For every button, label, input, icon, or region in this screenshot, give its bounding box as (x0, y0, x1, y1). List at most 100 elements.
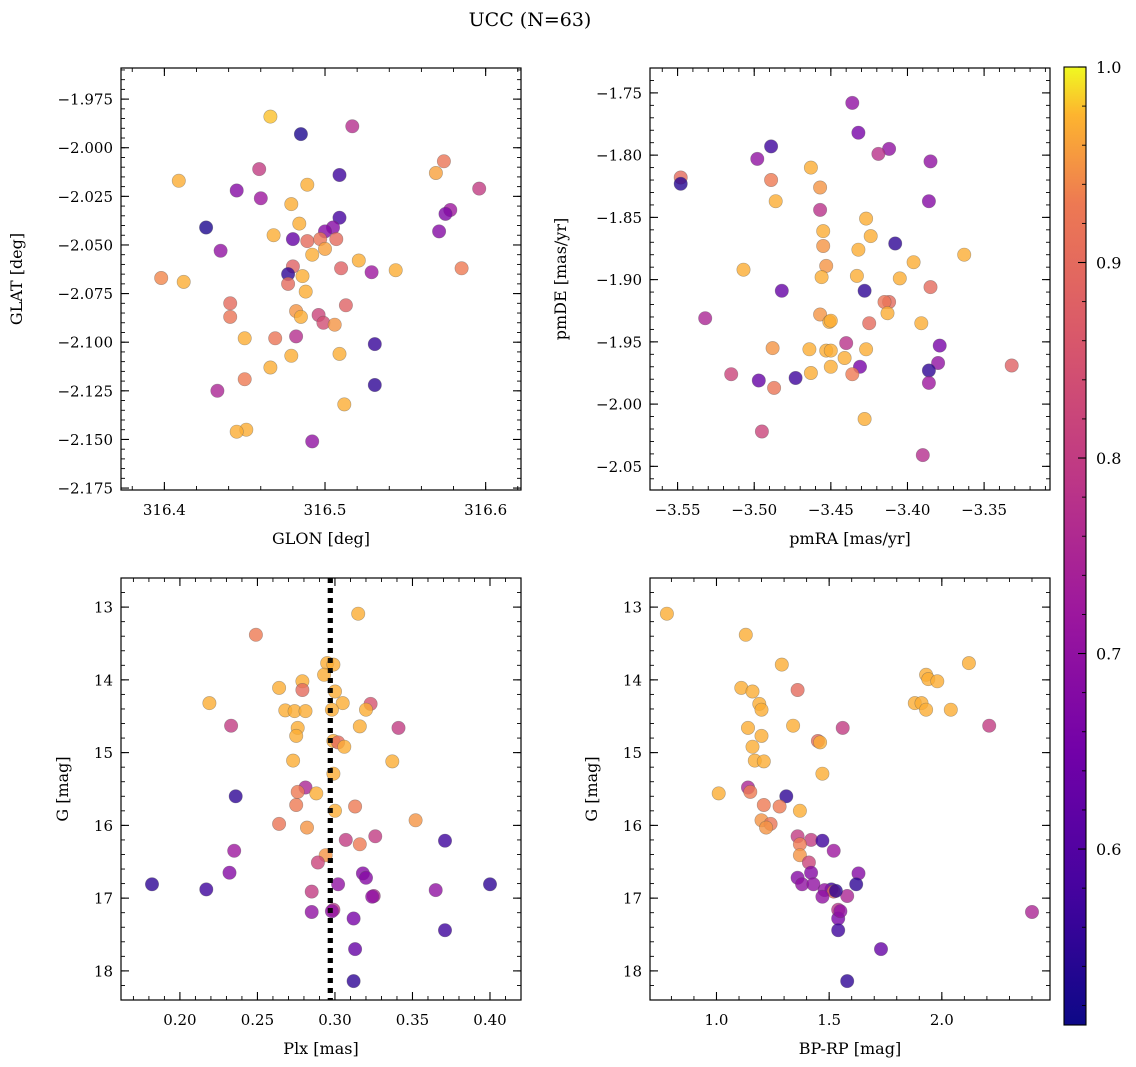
scatter-point (932, 338, 947, 353)
scatter-point (365, 889, 380, 904)
scatter-point (862, 316, 877, 331)
scatter-point (892, 271, 907, 286)
axes-frame (649, 67, 1051, 491)
colorbar-tick-label: 1.0 (1096, 58, 1121, 77)
scatter-point (289, 728, 304, 743)
scatter-point (367, 337, 382, 352)
scatter-point (790, 682, 805, 697)
axes-frame (120, 67, 522, 491)
panel-top-right: −3.55 −3.50 −3.45 −3.40 −3.35 −1.75 −1.80 −1.85… (551, 67, 1051, 548)
scatter-point (358, 702, 373, 717)
scatter-point (338, 298, 353, 313)
x-axis-label: Plx [mas] (283, 1039, 358, 1058)
scatter-point (828, 883, 843, 898)
scatter-point (921, 194, 936, 209)
y-tick-label: 16 (94, 817, 113, 835)
y-tick-label: −2.175 (57, 480, 113, 498)
scatter-point (367, 377, 382, 392)
scatter-point (788, 370, 803, 385)
scatter-point (293, 127, 308, 142)
scatter-point (813, 180, 828, 195)
scatter-point (849, 268, 864, 283)
y-tick-label: 13 (623, 599, 642, 617)
y-tick-label: 18 (623, 962, 642, 980)
scatter-point (385, 754, 400, 769)
scatter-point (906, 255, 921, 270)
scatter-point (293, 309, 308, 324)
colorbar-frame (1063, 66, 1087, 1026)
scatter-point (851, 242, 866, 257)
panel-bottom-right: 1.0 1.5 2.0 13 14 15 16 17 18 BP-RP [mag] G [mag] (582, 577, 1051, 1058)
scatter-point (482, 877, 497, 892)
scatter-point (816, 239, 831, 254)
scatter-point (711, 786, 726, 801)
scatter-point (335, 696, 350, 711)
x-tick-label: 0.35 (396, 1011, 429, 1029)
scatter-point (871, 146, 886, 161)
scatter-point (229, 424, 244, 439)
scatter-point (210, 383, 225, 398)
scatter-point (840, 974, 855, 989)
scatter-point (1004, 358, 1019, 373)
scatter-point (804, 865, 819, 880)
scatter-point (263, 109, 278, 124)
x-axis-label: BP-RP [mag] (799, 1039, 901, 1058)
x-tick-label: −3.55 (655, 501, 701, 519)
scatter-point (285, 232, 300, 247)
scatter-point (428, 166, 443, 181)
scatter-point (331, 877, 346, 892)
scatter-point (943, 702, 958, 717)
scatter-point (736, 262, 751, 277)
scatter-point (888, 236, 903, 251)
scatter-point (428, 883, 443, 898)
scatter-point (222, 865, 237, 880)
scatter-point (352, 837, 367, 852)
scatter-point (765, 341, 780, 356)
colorbar: 0.6 0.7 0.8 0.9 1.0 (1063, 58, 1121, 1026)
scatter-point (284, 197, 299, 212)
scatter-point (346, 974, 361, 989)
scatter-point (304, 884, 319, 899)
scatter-point (292, 216, 307, 231)
y-tick-label: −2.100 (57, 334, 113, 352)
scatter-point (237, 372, 252, 387)
scatter-point (289, 797, 304, 812)
scatter-point (237, 331, 252, 346)
scatter-point (813, 202, 828, 217)
scatter-point (252, 162, 267, 177)
scatter-point (268, 331, 283, 346)
x-tick-label: 316.5 (304, 501, 347, 519)
scatter-point (171, 173, 186, 188)
y-tick-label: −1.75 (596, 84, 642, 102)
scatter-point (304, 904, 319, 919)
x-tick-label: 316.6 (464, 501, 507, 519)
scatter-point (786, 718, 801, 733)
panel-top-left: 316.4 316.5 316.6 −1.975 −2.000 −2.025 −2.050 −… (7, 67, 522, 548)
scatter-point (332, 210, 347, 225)
scatter-point (298, 704, 313, 719)
scatter-point (224, 718, 239, 733)
scatter-point (754, 424, 769, 439)
scatter-point (327, 317, 342, 332)
scatter-point (745, 684, 760, 699)
scatter-point (851, 125, 866, 140)
scatter-point (768, 194, 783, 209)
x-tick-label: 1.5 (817, 1011, 841, 1029)
axes-frame (649, 577, 1051, 1001)
scatter-point (202, 696, 217, 711)
scatter-point (833, 904, 848, 919)
x-axis-label: pmRA [mas/yr] (789, 529, 911, 548)
scatter-point (792, 848, 807, 863)
colorbar-tick-label: 0.8 (1096, 449, 1121, 468)
y-axis-label: pmDE [mas/yr] (551, 218, 570, 341)
scatter-point (338, 832, 353, 847)
scatter-point (176, 274, 191, 289)
y-tick-label: −2.125 (57, 382, 113, 400)
scatter-point (921, 375, 936, 390)
scatter-point (253, 191, 268, 206)
scatter-point (305, 247, 320, 262)
scatter-point (223, 296, 238, 311)
y-tick-label: −1.85 (596, 209, 642, 227)
scatter-point (298, 284, 313, 299)
scatter-point (154, 270, 169, 285)
